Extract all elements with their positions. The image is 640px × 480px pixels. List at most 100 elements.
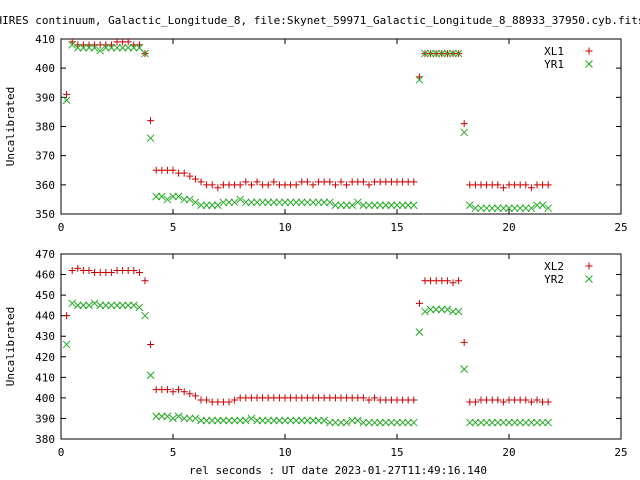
y-tick-label: 350 bbox=[35, 208, 55, 221]
y-tick-label: 420 bbox=[35, 351, 55, 364]
data-point bbox=[197, 201, 205, 210]
data-point bbox=[185, 195, 194, 204]
data-point bbox=[381, 418, 390, 427]
data-point bbox=[286, 198, 295, 207]
data-point bbox=[365, 181, 373, 189]
data-point bbox=[359, 201, 368, 210]
data-point bbox=[522, 181, 530, 189]
data-point bbox=[365, 396, 373, 404]
data-point bbox=[337, 178, 345, 186]
x-tick-label: 20 bbox=[502, 221, 515, 234]
data-point bbox=[147, 340, 155, 348]
y-tick-label: 400 bbox=[35, 62, 55, 75]
data-point bbox=[337, 201, 345, 210]
data-point bbox=[449, 49, 457, 58]
data-point bbox=[186, 172, 194, 180]
data-point bbox=[471, 418, 480, 427]
data-point bbox=[505, 418, 513, 427]
data-point bbox=[477, 204, 485, 213]
series-yr1 bbox=[62, 40, 553, 213]
data-point bbox=[124, 301, 133, 310]
data-point bbox=[169, 414, 177, 423]
data-point bbox=[544, 181, 552, 189]
data-point bbox=[129, 43, 138, 52]
top-panel: Uncalibrated XL1 YR1 0 5 10 15 20 25 350 360 370… bbox=[4, 33, 628, 234]
data-point bbox=[169, 388, 177, 396]
data-point bbox=[236, 181, 244, 189]
data-point bbox=[376, 418, 385, 427]
data-point bbox=[499, 204, 508, 213]
data-point bbox=[213, 416, 222, 425]
data-point bbox=[118, 301, 127, 310]
data-point bbox=[185, 414, 194, 423]
data-point bbox=[186, 390, 194, 398]
data-point bbox=[85, 266, 93, 274]
data-point bbox=[488, 204, 497, 213]
data-point bbox=[264, 198, 273, 207]
data-point bbox=[387, 201, 396, 210]
data-point bbox=[437, 305, 446, 314]
data-point bbox=[253, 416, 261, 425]
data-point bbox=[118, 43, 127, 52]
x-tick-label: 20 bbox=[502, 446, 515, 459]
data-point bbox=[443, 49, 452, 58]
data-point bbox=[443, 305, 452, 314]
data-point bbox=[314, 416, 323, 425]
data-point bbox=[527, 418, 536, 427]
data-point bbox=[370, 418, 379, 427]
data-point bbox=[387, 418, 396, 427]
data-point bbox=[404, 418, 413, 427]
data-point bbox=[247, 181, 255, 189]
x-tick-label: 0 bbox=[58, 446, 65, 459]
data-point bbox=[68, 266, 76, 274]
data-point bbox=[214, 184, 222, 192]
data-point bbox=[281, 198, 289, 207]
data-point bbox=[269, 198, 278, 207]
data-point bbox=[303, 198, 312, 207]
x-tick-label: 5 bbox=[170, 446, 177, 459]
data-point bbox=[208, 181, 216, 189]
data-point bbox=[460, 120, 468, 128]
data-point bbox=[85, 301, 93, 310]
data-point bbox=[527, 398, 535, 406]
y-tick-label: 390 bbox=[35, 412, 55, 425]
y-tick-label: 410 bbox=[35, 371, 55, 384]
data-point bbox=[331, 181, 339, 189]
data-point bbox=[320, 198, 329, 207]
data-point bbox=[482, 204, 491, 213]
data-point bbox=[62, 96, 71, 105]
x-tick-label: 25 bbox=[614, 446, 627, 459]
data-point bbox=[225, 398, 233, 406]
legend-marker bbox=[585, 60, 593, 68]
plot-frame bbox=[60, 253, 622, 440]
data-point bbox=[107, 269, 115, 276]
data-point bbox=[320, 416, 329, 425]
data-point bbox=[180, 388, 188, 396]
data-point bbox=[79, 301, 88, 310]
x-tick-label: 10 bbox=[278, 221, 291, 234]
data-point bbox=[544, 204, 553, 213]
data-point bbox=[180, 195, 189, 204]
data-point bbox=[376, 201, 385, 210]
data-point bbox=[208, 201, 217, 210]
data-point bbox=[449, 307, 457, 316]
x-axis-label: rel seconds : UT date 2023-01-27T11:49:1… bbox=[189, 464, 487, 477]
data-point bbox=[191, 175, 199, 183]
data-point bbox=[90, 299, 99, 308]
data-point bbox=[258, 198, 267, 207]
data-point bbox=[499, 418, 508, 427]
data-point bbox=[174, 412, 183, 421]
data-point bbox=[393, 418, 401, 427]
data-point bbox=[152, 412, 161, 421]
data-point bbox=[264, 181, 272, 189]
data-point bbox=[63, 312, 71, 320]
data-point bbox=[488, 418, 497, 427]
data-point bbox=[286, 416, 295, 425]
data-point bbox=[325, 198, 334, 207]
y-tick-label: 410 bbox=[35, 33, 55, 46]
data-point bbox=[471, 398, 479, 406]
data-point bbox=[292, 198, 301, 207]
y-tick-label: 460 bbox=[35, 269, 55, 282]
data-point bbox=[516, 204, 525, 213]
data-point bbox=[130, 266, 138, 274]
